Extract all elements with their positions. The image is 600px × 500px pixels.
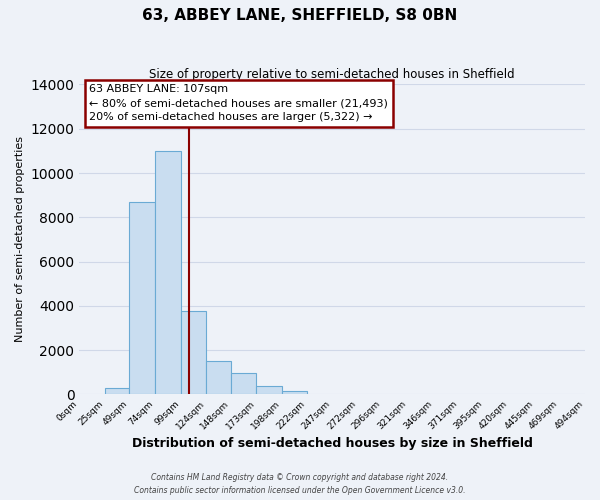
Bar	[105, 388, 130, 394]
Bar	[282, 391, 307, 394]
Text: Contains HM Land Registry data © Crown copyright and database right 2024.
Contai: Contains HM Land Registry data © Crown c…	[134, 474, 466, 495]
Bar	[206, 362, 231, 394]
X-axis label: Distribution of semi-detached houses by size in Sheffield: Distribution of semi-detached houses by …	[132, 437, 533, 450]
Bar	[130, 202, 155, 394]
Bar	[256, 386, 282, 394]
Y-axis label: Number of semi-detached properties: Number of semi-detached properties	[15, 136, 25, 342]
Bar	[181, 312, 206, 394]
Text: 63, ABBEY LANE, SHEFFIELD, S8 0BN: 63, ABBEY LANE, SHEFFIELD, S8 0BN	[142, 8, 458, 22]
Bar	[231, 374, 256, 394]
Text: 63 ABBEY LANE: 107sqm
← 80% of semi-detached houses are smaller (21,493)
20% of : 63 ABBEY LANE: 107sqm ← 80% of semi-deta…	[89, 84, 388, 122]
Title: Size of property relative to semi-detached houses in Sheffield: Size of property relative to semi-detach…	[149, 68, 515, 80]
Bar	[155, 151, 181, 394]
